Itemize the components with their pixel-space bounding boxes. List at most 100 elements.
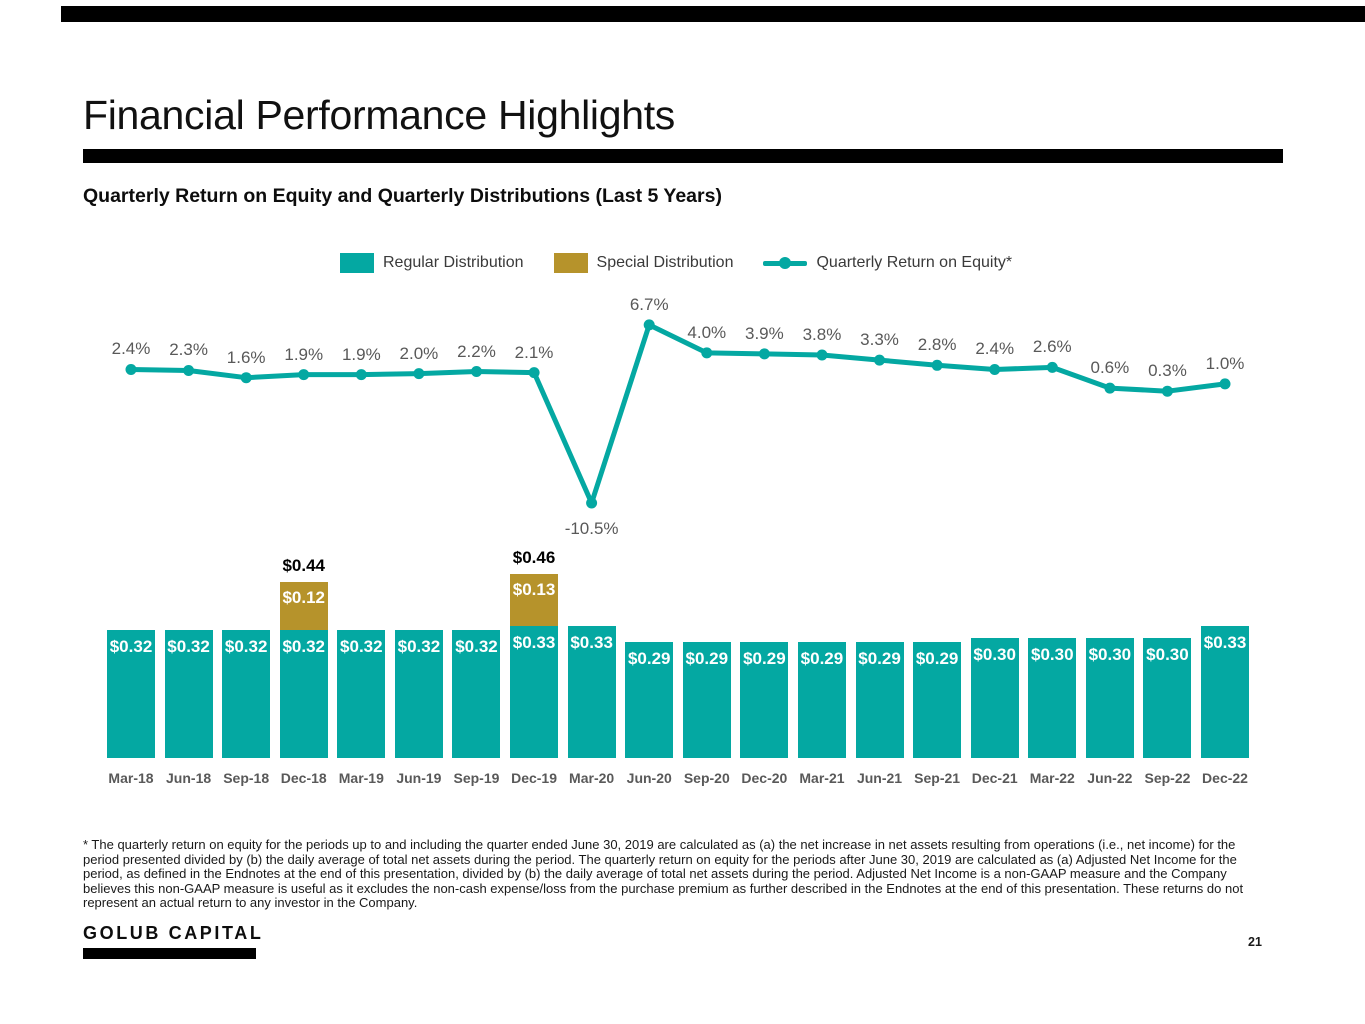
x-axis-label: Dec-21	[971, 770, 1018, 786]
bar-value-label: $0.32	[455, 637, 498, 656]
regular-distribution-bar	[970, 638, 1019, 758]
bar-value-label: $0.29	[915, 649, 959, 668]
special-value-label: $0.13	[512, 580, 556, 599]
stack-total-label: $0.46	[512, 548, 556, 567]
regular-distribution-bar	[164, 630, 213, 758]
bar-value-label: $0.32	[224, 637, 268, 656]
x-axis-label: Sep-20	[683, 770, 730, 786]
roe-point-label: 2.2%	[457, 341, 496, 361]
regular-distribution-bar	[1028, 638, 1077, 758]
regular-distribution-bar	[913, 642, 962, 758]
regular-distribution-swatch-icon	[340, 253, 374, 273]
bar-value-label: $0.32	[167, 637, 210, 656]
regular-distribution-bar	[279, 630, 328, 758]
roe-data-point	[701, 347, 713, 359]
legend-label-roe: Quarterly Return on Equity*	[816, 254, 1013, 271]
regular-distribution-bar	[452, 630, 501, 758]
roe-line-marker-icon	[763, 252, 808, 274]
regular-distribution-bar	[740, 642, 789, 758]
regular-distribution-bar	[510, 626, 559, 758]
footnote-line: * The quarterly return on equity for the…	[83, 837, 1236, 852]
legend-label-regular-distribution: Regular Distribution	[383, 254, 524, 271]
x-axis-label: Dec-18	[280, 770, 327, 786]
x-axis-label: Jun-18	[166, 770, 212, 786]
golub-capital-logo: GOLUB CAPITAL	[83, 923, 264, 943]
footnote: * The quarterly return on equity for the…	[83, 837, 1243, 911]
footnote-line: represent an actual return to any invest…	[83, 895, 418, 910]
roe-point-label: -10.5%	[564, 519, 619, 538]
page-number: 21	[1248, 935, 1262, 949]
page-title: Financial Performance Highlights	[83, 92, 676, 138]
roe-point-label: 2.0%	[399, 343, 439, 363]
roe-point-label: 2.3%	[169, 340, 208, 360]
special-value-label: $0.12	[282, 588, 326, 607]
roe-point-label: 2.4%	[111, 339, 151, 359]
regular-distribution-bar	[625, 642, 674, 758]
x-axis-label: Jun-19	[396, 770, 442, 786]
x-axis-label: Dec-20	[741, 770, 788, 786]
roe-data-point	[1161, 385, 1173, 397]
roe-data-point	[183, 365, 195, 376]
regular-distribution-bar	[222, 630, 271, 758]
stack-total-label: $0.44	[282, 556, 326, 575]
regular-distribution-bar	[337, 630, 386, 758]
bar-value-label: $0.32	[397, 637, 441, 656]
bar-value-label: $0.32	[282, 637, 326, 656]
roe-point-label: 4.0%	[687, 322, 727, 342]
roe-data-point	[1046, 361, 1058, 373]
x-axis-label: Mar-21	[799, 770, 845, 786]
bar-value-label: $0.29	[743, 649, 786, 668]
bar-value-label: $0.30	[1030, 645, 1074, 664]
roe-data-point	[989, 364, 1001, 375]
roe-point-label: 6.7%	[629, 294, 669, 314]
bar-value-label: $0.30	[1088, 645, 1132, 664]
x-axis-label: Mar-19	[338, 770, 384, 786]
special-distribution-swatch-icon	[553, 253, 588, 273]
roe-data-point	[298, 369, 310, 381]
bar-value-label: $0.30	[1146, 645, 1189, 664]
roe-data-point	[528, 367, 540, 379]
bar-value-label: $0.29	[800, 649, 844, 668]
special-distribution-bar	[510, 574, 559, 626]
x-axis-label: Mar-18	[108, 770, 154, 786]
x-axis-label: Mar-22	[1029, 770, 1075, 786]
regular-distribution-bar	[1085, 638, 1134, 758]
bar-value-label: $0.29	[627, 649, 671, 668]
bar-value-label: $0.33	[512, 633, 556, 652]
roe-point-label: 1.9%	[341, 344, 381, 364]
x-axis-label: Mar-20	[569, 770, 615, 786]
roe-data-point	[355, 369, 367, 381]
roe-point-label: 3.8%	[802, 324, 842, 344]
regular-distribution-bar	[394, 630, 443, 758]
roe-point-label: 2.6%	[1032, 337, 1072, 357]
roe-data-point	[586, 497, 598, 509]
legend-label-special-distribution: Special Distribution	[596, 254, 734, 271]
regular-distribution-bar	[797, 642, 846, 758]
roe-point-label: 0.3%	[1148, 361, 1187, 381]
title-divider-rule	[83, 149, 1283, 163]
roe-point-label: 3.9%	[745, 323, 784, 343]
x-axis-label: Sep-18	[223, 770, 270, 786]
x-axis-label: Jun-21	[856, 770, 903, 786]
x-axis-label: Jun-22	[1087, 770, 1133, 786]
x-axis-label: Sep-22	[1144, 770, 1191, 786]
regular-distribution-bar	[1201, 626, 1250, 758]
regular-distribution-bar	[107, 630, 155, 758]
chart-legend: Regular Distribution Special Distributio…	[340, 252, 1012, 274]
chart-title: Quarterly Return on Equity and Quarterly…	[83, 185, 722, 207]
footnote-line: period, as defined in the Endnotes at th…	[83, 866, 1227, 881]
roe-data-point	[816, 349, 828, 361]
x-axis-label: Sep-19	[453, 770, 500, 786]
roe-data-point	[413, 368, 425, 380]
footnote-line: period presented divided by (b) the dail…	[83, 851, 1237, 867]
roe-data-point	[125, 364, 137, 375]
special-distribution-bar	[279, 582, 328, 630]
regular-distribution-bar	[1143, 638, 1192, 758]
roe-data-point	[643, 319, 655, 331]
regular-distribution-bar	[567, 626, 616, 758]
bar-value-label: $0.33	[1203, 633, 1247, 652]
roe-point-label: 0.6%	[1090, 358, 1130, 378]
regular-distribution-bar	[855, 642, 904, 758]
x-axis-label: Jun-20	[626, 770, 672, 786]
